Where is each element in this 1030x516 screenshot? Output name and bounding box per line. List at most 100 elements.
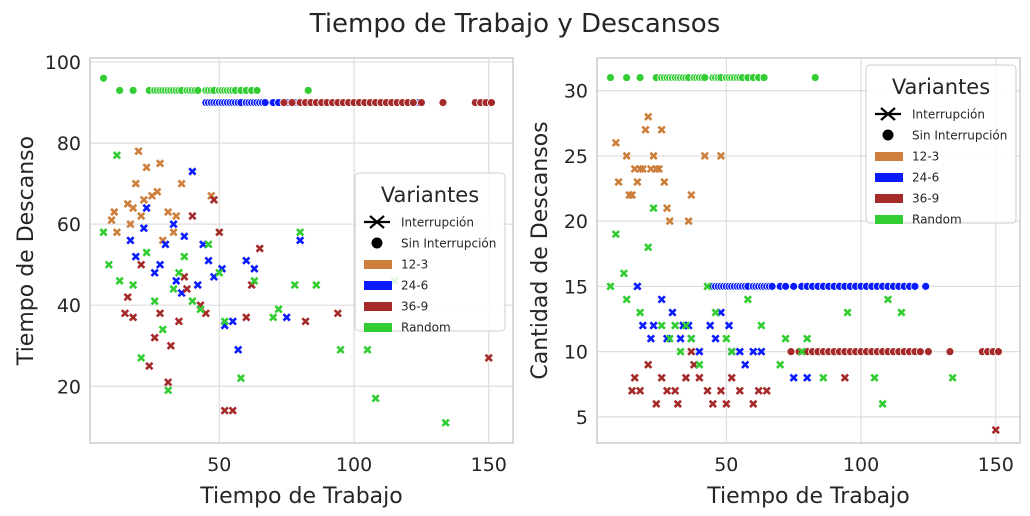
data-point-o <box>622 73 632 82</box>
data-point-x <box>169 228 178 237</box>
data-point-x <box>630 373 639 382</box>
data-point-x <box>363 345 372 354</box>
data-point-o <box>416 98 426 107</box>
data-point-x <box>660 177 669 187</box>
data-point-o <box>279 98 289 107</box>
data-point-x <box>128 203 138 213</box>
data-point-x <box>120 309 130 318</box>
data-point-x <box>142 203 151 213</box>
data-point-x <box>99 228 108 237</box>
data-point-x <box>250 264 259 273</box>
data-point-x <box>627 386 637 395</box>
data-point-o <box>767 281 777 291</box>
data-point-x <box>204 256 213 265</box>
data-point-x <box>137 211 146 221</box>
data-point-x <box>662 203 672 213</box>
data-point-x <box>177 179 186 188</box>
y-tick-label: 30 <box>564 81 588 103</box>
data-point-x <box>673 399 682 408</box>
data-point-x <box>840 373 849 382</box>
x-axis-label: Tiempo de Trabajo <box>199 484 403 509</box>
data-point-x <box>169 220 178 229</box>
data-point-x <box>708 399 717 408</box>
data-point-x <box>193 280 202 290</box>
data-point-x <box>209 195 219 204</box>
data-point-o <box>99 73 108 83</box>
data-point-x <box>182 284 192 294</box>
y-tick-label: 100 <box>45 52 81 74</box>
data-point-x <box>638 164 647 174</box>
data-point-x <box>722 399 731 408</box>
data-point-o <box>193 86 203 95</box>
data-point-x <box>991 425 1000 435</box>
data-point-x <box>228 317 237 326</box>
data-point-x <box>897 308 906 317</box>
legend-title: Variantes <box>892 75 990 99</box>
data-point-x <box>150 268 159 277</box>
data-point-x <box>711 308 720 317</box>
legend-entry-label: Sin Interrupción <box>912 129 1007 143</box>
data-point-x <box>180 252 189 261</box>
x-tick-label: 150 <box>978 454 1014 476</box>
data-point-x <box>695 347 704 356</box>
data-point-x <box>649 203 658 213</box>
data-point-x <box>649 151 658 161</box>
data-point-x <box>619 269 629 278</box>
data-point-o <box>606 73 615 82</box>
legend-color-patch <box>364 302 392 311</box>
data-point-x <box>646 334 656 343</box>
data-point-x <box>123 292 132 302</box>
data-point-x <box>614 177 623 187</box>
data-point-x <box>274 305 283 314</box>
data-point-x <box>220 406 229 415</box>
data-point-x <box>215 228 224 237</box>
data-point-x <box>312 280 321 290</box>
legend-box <box>865 64 1017 224</box>
legend-entry-label: 12-3 <box>912 150 939 164</box>
legend-color-patch <box>364 260 392 269</box>
figure-suptitle: Tiempo de Trabajo y Descansos <box>309 9 721 39</box>
legend-interruption-marker <box>364 215 390 229</box>
data-point-x <box>635 386 645 395</box>
data-point-x <box>948 373 957 382</box>
legend-entry-label: Random <box>912 213 962 227</box>
data-point-o <box>759 73 769 82</box>
data-point-x <box>681 321 691 330</box>
x-tick-label: 100 <box>336 454 372 476</box>
data-point-x <box>180 232 189 241</box>
data-point-x <box>215 268 224 277</box>
data-point-x <box>131 252 140 261</box>
data-point-x <box>301 317 310 326</box>
legend-no-interruption-marker <box>882 129 894 141</box>
data-point-x <box>142 163 151 172</box>
data-point-o <box>786 347 796 357</box>
data-point-x <box>164 386 173 395</box>
data-point-x <box>687 190 696 200</box>
y-tick-label: 20 <box>564 211 588 233</box>
data-point-x <box>131 179 140 188</box>
data-point-x <box>843 308 852 317</box>
data-point-x <box>107 215 116 225</box>
legend-entry-label: 36-9 <box>912 192 939 206</box>
data-point-x <box>762 386 771 395</box>
data-point-x <box>134 147 143 156</box>
legend-entry-label: 24-6 <box>912 171 939 185</box>
data-point-x <box>757 347 766 356</box>
data-point-x <box>743 295 752 304</box>
data-point-x <box>174 317 184 326</box>
legend-entry-label: 12-3 <box>401 258 428 272</box>
data-point-x <box>722 334 731 343</box>
data-point-x <box>145 361 154 371</box>
right-scatter-plot: 50 100 150 5 10 15 20 25 30 Tiempo de Trabajo Cant… <box>528 57 1021 509</box>
data-point-o <box>128 86 138 95</box>
data-point-x <box>676 334 685 343</box>
data-point-x <box>172 211 181 221</box>
data-point-x <box>255 244 264 253</box>
legend-entry-label: 36-9 <box>401 300 428 314</box>
data-point-x <box>188 167 197 176</box>
data-point-x <box>269 313 278 322</box>
data-point-x <box>228 406 237 415</box>
data-point-x <box>870 373 879 382</box>
data-point-x <box>204 240 213 249</box>
data-point-o <box>945 347 955 357</box>
